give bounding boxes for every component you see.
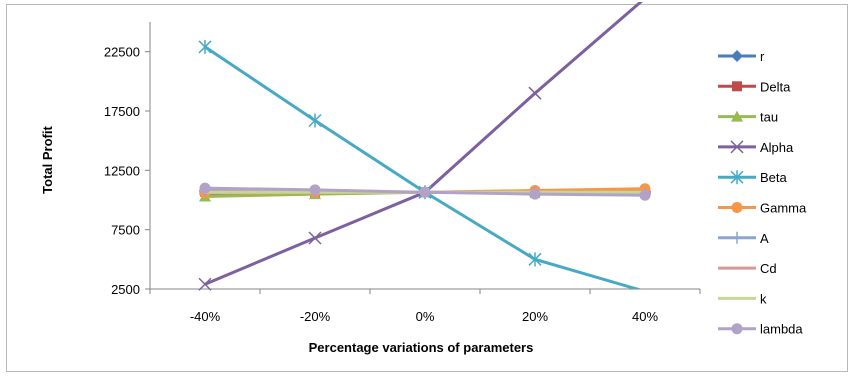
legend-label: A <box>760 231 769 246</box>
legend-label: k <box>760 291 767 306</box>
data-point <box>529 188 541 200</box>
data-point <box>419 186 431 198</box>
legend-item: Gamma <box>718 201 807 216</box>
legend-item: Alpha <box>718 140 794 155</box>
legend-marker <box>731 231 743 244</box>
legend-item: Cd <box>718 261 777 276</box>
legend-item: lambda <box>718 322 803 337</box>
legend-label: Delta <box>760 79 791 94</box>
data-point <box>528 86 542 100</box>
series-alpha <box>198 2 643 291</box>
legend-label: Gamma <box>760 201 807 216</box>
data-point <box>308 231 322 245</box>
x-tick-label: -20% <box>300 309 331 324</box>
legend-label: lambda <box>760 322 803 337</box>
legend-item: Beta <box>718 170 788 185</box>
data-point <box>198 39 212 54</box>
x-axis-title: Percentage variations of parameters <box>309 340 534 355</box>
legend-label: tau <box>760 110 778 125</box>
data-point <box>528 252 542 267</box>
legend-label: r <box>760 49 765 64</box>
y-tick-label: 22500 <box>104 45 140 60</box>
legend-item: r <box>718 49 765 64</box>
series-line <box>204 45 643 289</box>
legend-item: k <box>718 291 767 306</box>
legend-item: tau <box>718 110 778 125</box>
legend-item: A <box>718 231 769 246</box>
y-tick-label: 7500 <box>111 223 140 238</box>
data-point <box>198 277 212 291</box>
series-layer <box>198 2 651 291</box>
legend-marker <box>731 50 743 62</box>
data-point <box>308 113 322 128</box>
legend-label: Beta <box>760 170 788 185</box>
data-point <box>309 184 321 196</box>
legend-marker <box>731 323 743 335</box>
y-tick-label: 2500 <box>111 282 140 297</box>
legend-label: Cd <box>760 261 777 276</box>
y-tick-label: 12500 <box>104 163 140 178</box>
legend-marker <box>732 81 742 92</box>
legend: r Delta tau Alpha Beta Gamma A Cd k lambda <box>718 49 807 337</box>
legend-marker <box>731 202 743 213</box>
data-point <box>199 182 211 194</box>
legend-marker <box>731 110 743 122</box>
legend-marker <box>730 140 744 154</box>
x-tick-label: 20% <box>522 309 548 324</box>
y-tick-label: 17500 <box>104 104 140 119</box>
y-axis-title: Total Profit <box>40 126 55 194</box>
x-tick-label: 0% <box>416 309 435 324</box>
data-point <box>639 189 651 201</box>
series-line <box>204 2 643 286</box>
legend-label: Alpha <box>760 140 794 155</box>
series-beta <box>198 39 643 289</box>
series-lambda <box>199 182 651 201</box>
legend-marker <box>730 170 744 185</box>
axes: 2500 7500 12500 17500 22500 -40% -20% 0% 20% 40% <box>104 22 701 324</box>
x-tick-label: -40% <box>190 309 221 324</box>
x-tick-label: 40% <box>632 309 658 324</box>
legend-item: Delta <box>718 79 791 94</box>
